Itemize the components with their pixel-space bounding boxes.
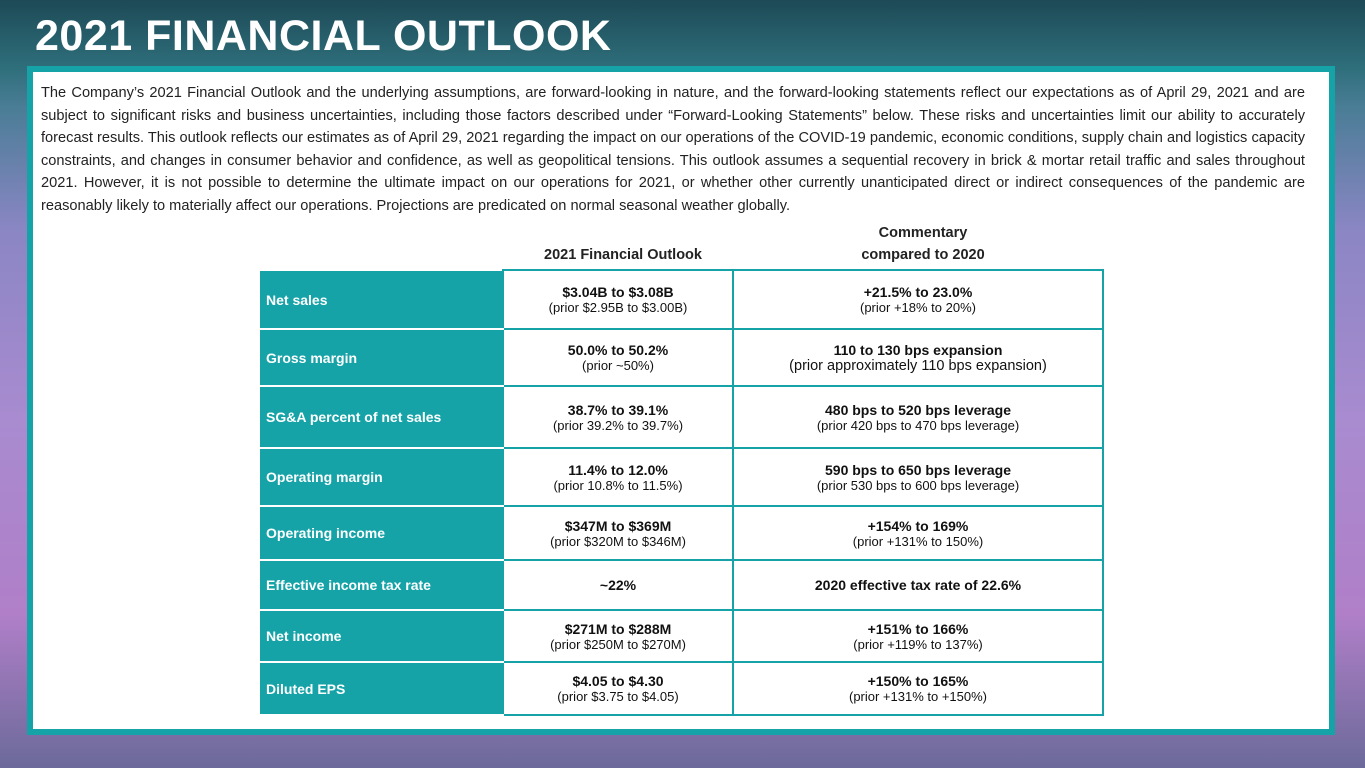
table-row: Operating margin 11.4% to 12.0% (prior 10.… (260, 447, 1104, 507)
main-value: +21.5% to 23.0% (863, 284, 973, 300)
outlook-cell: $4.05 to $4.30 (prior $3.75 to $4.05) (502, 661, 734, 716)
outlook-cell: $271M to $288M (prior $250M to $270M) (502, 609, 734, 663)
prior-value: (prior +131% to +150%) (848, 689, 988, 704)
main-value: 38.7% to 39.1% (567, 401, 669, 418)
prior-value: (prior $3.75 to $4.05) (557, 689, 679, 704)
table-row: Diluted EPS $4.05 to $4.30 (prior $3.75 to… (260, 661, 1104, 716)
commentary-cell: 590 bps to 650 bps leverage (prior 530 bp… (732, 447, 1104, 507)
outlook-cell: 38.7% to 39.1% (prior 39.2% to 39.7%) (502, 385, 734, 449)
table-row: Gross margin 50.0% to 50.2% (prior ~50%) 11… (260, 328, 1104, 387)
commentary-cell: +151% to 166% (prior +119% to 137%) (732, 609, 1104, 663)
main-value: +154% to 169% (867, 517, 969, 534)
main-value: ~22% (599, 577, 637, 593)
main-value: $271M to $288M (564, 620, 672, 637)
row-label: Operating income (260, 505, 504, 561)
main-value: 11.4% to 12.0% (568, 461, 668, 478)
table-row: SG&A percent of net sales 38.7% to 39.1%(… (260, 385, 1104, 449)
prior-value: (prior 39.2% to 39.7%) (552, 417, 684, 433)
row-label: SG&A percent of net sales (260, 385, 504, 449)
commentary-cell: +21.5% to 23.0% (prior +18% to 20%) (732, 269, 1104, 330)
table-row: Net income $271M to $288M (prior $250M to … (260, 609, 1104, 663)
main-value: 590 bps to 650 bps leverage (825, 461, 1011, 478)
main-value: $347M to $369M (564, 517, 672, 534)
prior-value: (prior +18% to 20%) (860, 300, 976, 315)
main-value: +151% to 166% (867, 620, 969, 637)
row-label: Gross margin (260, 328, 504, 387)
intro-text: The Company’s 2021 Financial Outlook and… (41, 85, 1305, 214)
prior-value: (prior $2.95B to $3.00B) (548, 300, 688, 315)
prior-value: (prior approximately 110 bps expansion) (789, 357, 1047, 374)
prior-value: (prior ~50%) (582, 358, 654, 373)
prior-value: (prior 530 bps to 600 bps leverage) (816, 477, 1020, 493)
content-box: The Company’s 2021 Financial Outlook and… (27, 66, 1335, 735)
main-value: $3.04B to $3.08B (562, 284, 674, 300)
prior-value: (prior $320M to $346M) (550, 533, 686, 549)
table-row: Operating income $347M to $369M (prior $32… (260, 505, 1104, 561)
row-label: Net sales (260, 269, 504, 330)
main-value: 110 to 130 bps expansion (833, 341, 1003, 358)
commentary-cell: +150% to 165% (prior +131% to +150%) (732, 661, 1104, 716)
main-value: 2020 effective tax rate of 22.6% (814, 577, 1022, 593)
column-header: 2021 Financial Outlook (544, 247, 702, 263)
prior-value: (prior 420 bps to 470 bps leverage) (816, 417, 1020, 433)
main-value: +150% to 165% (867, 673, 969, 689)
row-label: Effective income tax rate (260, 559, 504, 611)
prior-value: (prior +119% to 137%) (853, 636, 983, 652)
commentary-cell: 2020 effective tax rate of 22.6% (732, 559, 1104, 611)
prior-value: (prior 10.8% to 11.5%) (553, 477, 683, 493)
column-header: Commentary compared to 2020 (861, 225, 985, 263)
title: 2021 FINANCIAL OUTLOOK (35, 12, 612, 60)
main-value: 480 bps to 520 bps leverage (825, 401, 1011, 418)
prior-value: (prior $250M to $270M) (550, 636, 686, 652)
outlook-cell: $347M to $369M (prior $320M to $346M) (502, 505, 734, 561)
main-value: 50.0% to 50.2% (567, 342, 669, 358)
table-row: Effective income tax rate ~22% 2020 effect… (260, 559, 1104, 611)
commentary-cell: +154% to 169% (prior +131% to 150%) (732, 505, 1104, 561)
commentary-cell: 480 bps to 520 bps leverage (prior 420 bp… (732, 385, 1104, 449)
outlook-table: Net sales $3.04B to $3.08B (prior $2.95B t… (260, 269, 1104, 716)
main-value: $4.05 to $4.30 (572, 673, 664, 689)
outlook-cell: 11.4% to 12.0% (prior 10.8% to 11.5%) (502, 447, 734, 507)
outlook-cell: ~22% (502, 559, 734, 611)
outlook-cell: 50.0% to 50.2% (prior ~50%) (502, 328, 734, 387)
row-label: Operating margin (260, 447, 504, 507)
row-label: Diluted EPS (260, 661, 504, 716)
outlook-cell: $3.04B to $3.08B (prior $2.95B to $3.00B) (502, 269, 734, 330)
prior-value: (prior +131% to 150%) (852, 533, 984, 549)
table-row: Net sales $3.04B to $3.08B (prior $2.95B t… (260, 269, 1104, 330)
row-label: Net income (260, 609, 504, 663)
commentary-cell: 110 to 130 bps expansion (prior approxima… (732, 328, 1104, 387)
